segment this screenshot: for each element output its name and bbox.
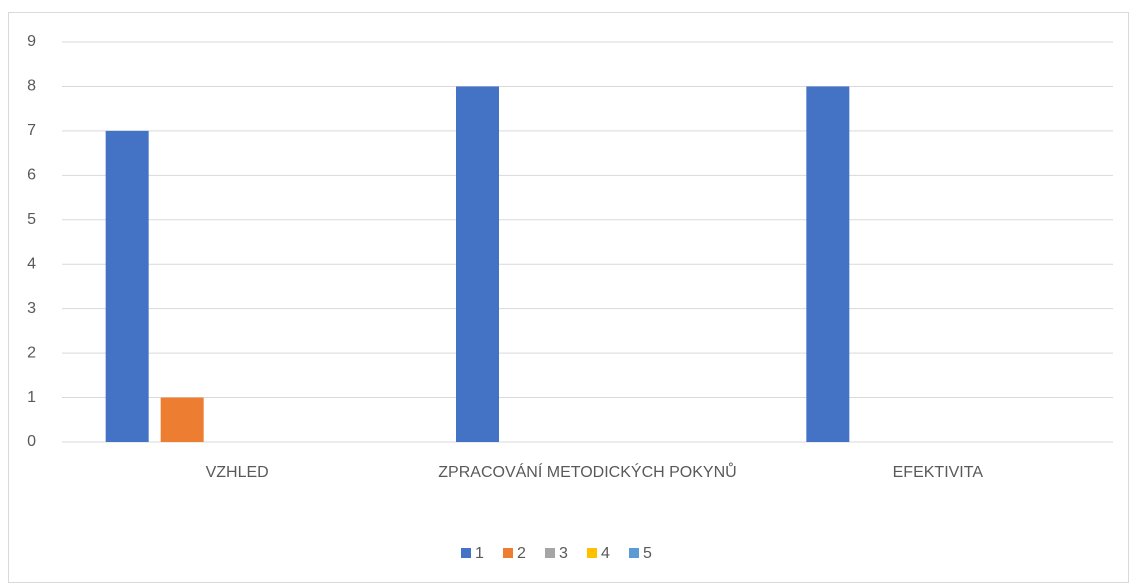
y-tick-label: 6: [27, 167, 36, 184]
y-tick-label: 3: [27, 300, 36, 317]
legend-label: 2: [517, 545, 526, 562]
legend-swatch: [587, 548, 597, 558]
chart-border: [8, 12, 1129, 583]
y-tick-label: 5: [27, 211, 36, 228]
bar: [456, 86, 499, 442]
bar: [806, 86, 850, 442]
legend-swatch: [461, 548, 471, 558]
bar: [105, 130, 149, 442]
legend-swatch: [629, 548, 639, 558]
y-tick-label: 4: [27, 255, 36, 272]
legend-swatch: [503, 548, 513, 558]
x-tick-label: VZHLED: [205, 464, 269, 481]
bar: [160, 397, 204, 442]
y-tick-label: 2: [27, 344, 36, 361]
x-tick-label: EFEKTIVITA: [892, 464, 984, 481]
y-tick-label: 1: [27, 389, 36, 406]
legend-label: 3: [559, 545, 568, 562]
y-tick-label: 0: [27, 433, 36, 450]
x-tick-label: ZPRACOVÁNÍ METODICKÝCH POKYNŮ: [438, 464, 737, 481]
y-tick-label: 8: [27, 78, 36, 95]
legend-swatch: [545, 548, 555, 558]
y-tick-label: 7: [27, 122, 36, 139]
legend-label: 4: [601, 545, 610, 562]
legend-label: 5: [643, 545, 652, 562]
y-tick-label: 9: [27, 33, 36, 50]
legend-label: 1: [475, 545, 484, 562]
